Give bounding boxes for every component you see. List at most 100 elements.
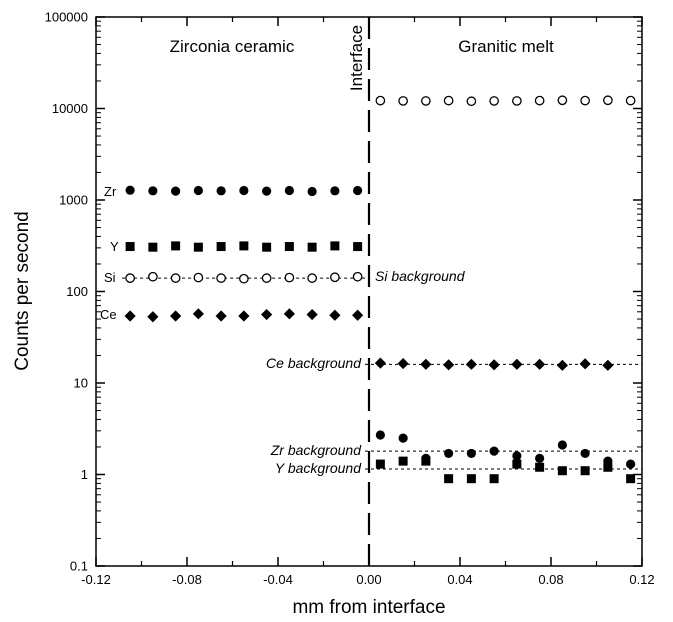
y-tick-label: 10000 bbox=[52, 101, 88, 116]
point-y-17 bbox=[512, 459, 522, 469]
point-si-8 bbox=[307, 273, 317, 283]
point-si-17 bbox=[512, 96, 522, 106]
series-si bbox=[125, 95, 636, 284]
y-tick-label: 0.1 bbox=[70, 559, 88, 574]
point-si-19 bbox=[557, 95, 568, 106]
point-zr-2 bbox=[171, 186, 181, 196]
point-y-9 bbox=[330, 241, 340, 251]
point-y-16 bbox=[489, 474, 499, 484]
point-zr-5 bbox=[239, 185, 249, 196]
x-axis-ticks: -0.12 -0.08 -0.04 0.00 0.04 0.08 0.12 bbox=[81, 17, 655, 587]
region-label-left: Zirconia ceramic bbox=[170, 37, 295, 56]
point-si-20 bbox=[580, 95, 590, 106]
point-y-14 bbox=[444, 474, 454, 484]
point-zr-17 bbox=[512, 451, 522, 461]
y-axis-ticks: 0.1 1 10 100 1000 10000 100000 bbox=[45, 10, 642, 574]
x-tick-label: -0.12 bbox=[81, 572, 111, 587]
y-axis-label: Counts per second bbox=[12, 211, 33, 371]
bg-label-y: Y background bbox=[275, 460, 362, 476]
x-tick-label: 0.00 bbox=[356, 572, 381, 587]
point-y-22 bbox=[626, 474, 636, 484]
point-ce-1 bbox=[147, 311, 159, 323]
point-si-14 bbox=[443, 95, 454, 106]
point-zr-20 bbox=[580, 448, 590, 459]
y-tick-label: 1 bbox=[81, 467, 88, 482]
point-zr-14 bbox=[444, 448, 454, 459]
point-si-7 bbox=[284, 272, 295, 283]
point-ce-14 bbox=[443, 359, 455, 371]
point-ce-6 bbox=[261, 308, 273, 321]
interface-label: Interface bbox=[347, 25, 366, 91]
background-lines bbox=[122, 277, 642, 470]
x-tick-label: -0.08 bbox=[172, 572, 202, 587]
point-si-5 bbox=[239, 273, 249, 284]
x-tick-label: -0.04 bbox=[263, 572, 293, 587]
point-y-6 bbox=[262, 242, 272, 252]
point-zr-8 bbox=[307, 186, 317, 197]
point-zr-7 bbox=[284, 185, 294, 196]
point-zr-4 bbox=[216, 186, 226, 196]
interface-label-backdrop bbox=[346, 19, 366, 99]
point-si-22 bbox=[625, 95, 636, 106]
bg-label-ce: Ce background bbox=[266, 355, 362, 371]
point-zr-19 bbox=[557, 440, 567, 450]
point-y-11 bbox=[375, 459, 385, 469]
point-y-21 bbox=[603, 462, 613, 472]
point-si-11 bbox=[375, 95, 386, 106]
point-si-15 bbox=[466, 96, 477, 107]
point-zr-10 bbox=[353, 185, 363, 196]
point-ce-2 bbox=[170, 310, 182, 322]
point-zr-1 bbox=[148, 186, 158, 196]
point-si-10 bbox=[352, 271, 363, 282]
point-y-1 bbox=[148, 242, 158, 252]
point-si-6 bbox=[261, 273, 272, 283]
y-tick-label: 100000 bbox=[45, 10, 88, 25]
point-si-13 bbox=[421, 96, 431, 106]
point-ce-11 bbox=[374, 357, 386, 369]
series-ce bbox=[124, 308, 614, 371]
point-y-0 bbox=[125, 242, 135, 252]
point-si-0 bbox=[125, 273, 135, 283]
point-y-5 bbox=[239, 241, 249, 251]
point-ce-8 bbox=[306, 308, 318, 321]
point-ce-18 bbox=[534, 358, 546, 370]
series-label-zr: Zr bbox=[104, 184, 117, 199]
point-zr-16 bbox=[489, 446, 499, 456]
point-zr-9 bbox=[330, 186, 340, 196]
point-ce-10 bbox=[352, 309, 364, 321]
point-y-13 bbox=[421, 456, 431, 466]
point-y-8 bbox=[307, 242, 317, 252]
point-y-2 bbox=[171, 241, 181, 251]
point-ce-5 bbox=[238, 310, 250, 322]
point-ce-17 bbox=[511, 358, 523, 370]
point-zr-15 bbox=[466, 448, 476, 459]
point-ce-3 bbox=[192, 308, 204, 320]
point-ce-4 bbox=[215, 310, 227, 322]
point-y-4 bbox=[216, 242, 226, 252]
x-tick-label: 0.04 bbox=[447, 572, 472, 587]
point-y-15 bbox=[466, 474, 476, 484]
y-tick-label: 100 bbox=[66, 284, 88, 299]
series-y bbox=[125, 241, 636, 484]
point-si-4 bbox=[216, 273, 226, 283]
point-y-10 bbox=[353, 242, 363, 252]
point-si-2 bbox=[170, 273, 181, 283]
x-axis-label: mm from interface bbox=[292, 597, 445, 618]
series-label-y: Y bbox=[110, 239, 119, 254]
point-zr-18 bbox=[535, 453, 545, 463]
y-tick-label: 1000 bbox=[59, 193, 88, 208]
point-ce-20 bbox=[579, 358, 591, 370]
point-si-12 bbox=[398, 96, 408, 106]
point-ce-21 bbox=[602, 359, 614, 371]
point-si-18 bbox=[534, 95, 545, 106]
point-ce-12 bbox=[397, 357, 409, 370]
point-si-21 bbox=[603, 95, 613, 106]
x-tick-label: 0.08 bbox=[538, 572, 563, 587]
bg-label-zr: Zr background bbox=[270, 442, 362, 458]
series-label-ce: Ce bbox=[100, 307, 117, 322]
region-label-right: Granitic melt bbox=[458, 37, 554, 56]
point-zr-12 bbox=[398, 433, 408, 443]
point-si-16 bbox=[489, 96, 499, 106]
point-ce-16 bbox=[488, 359, 500, 371]
